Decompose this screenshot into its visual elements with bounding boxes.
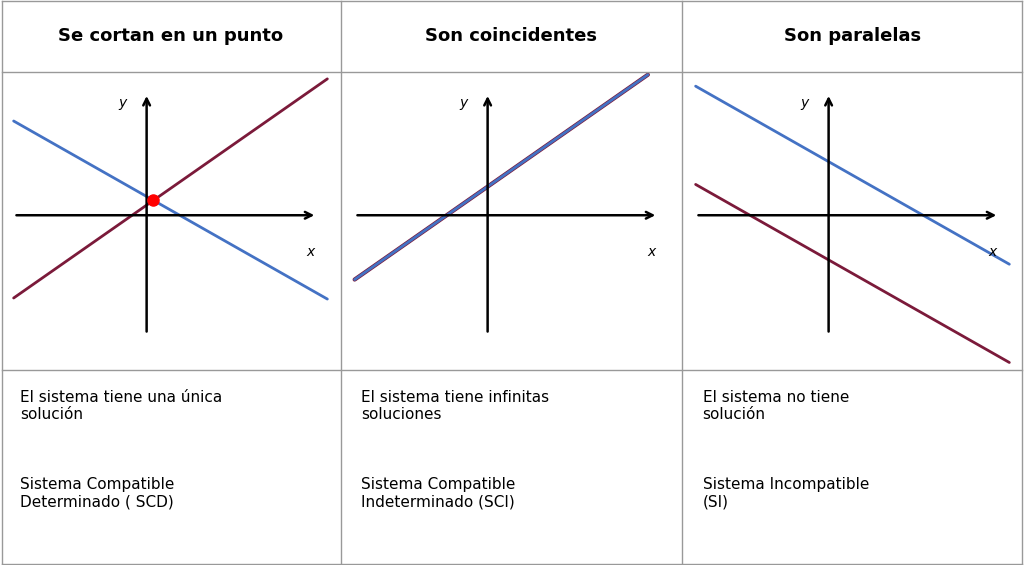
Text: Sistema Compatible
Indeterminado (SCI): Sistema Compatible Indeterminado (SCI) bbox=[361, 477, 516, 510]
Text: Sistema Incompatible
(SI): Sistema Incompatible (SI) bbox=[702, 477, 869, 510]
Text: El sistema tiene una única
solución: El sistema tiene una única solución bbox=[20, 390, 222, 422]
Text: x: x bbox=[647, 245, 655, 259]
Text: El sistema no tiene
solución: El sistema no tiene solución bbox=[702, 390, 849, 422]
Text: y: y bbox=[801, 96, 809, 110]
Text: Son paralelas: Son paralelas bbox=[784, 27, 922, 45]
Text: Se cortan en un punto: Se cortan en un punto bbox=[58, 27, 283, 45]
Text: El sistema tiene infinitas
soluciones: El sistema tiene infinitas soluciones bbox=[361, 390, 550, 422]
Text: y: y bbox=[119, 96, 127, 110]
Text: Son coincidentes: Son coincidentes bbox=[426, 27, 597, 45]
Text: x: x bbox=[306, 245, 314, 259]
Text: y: y bbox=[460, 96, 468, 110]
Text: x: x bbox=[988, 245, 996, 259]
Text: Sistema Compatible
Determinado ( SCD): Sistema Compatible Determinado ( SCD) bbox=[20, 477, 175, 510]
